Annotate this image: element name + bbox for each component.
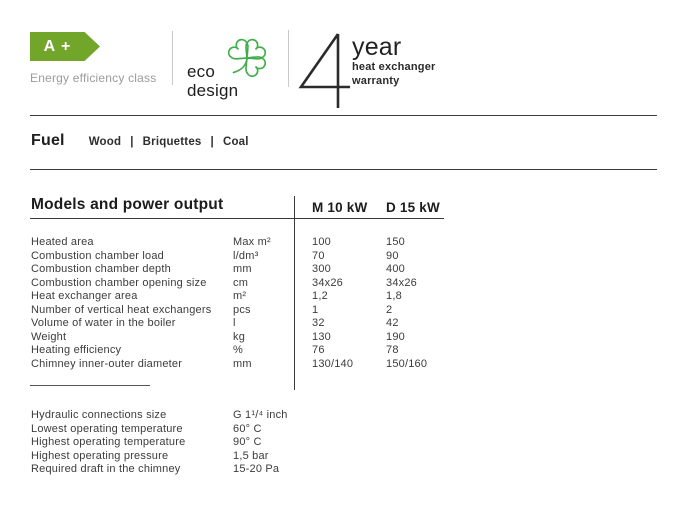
row-value-d15: 1,8 [386,290,402,302]
table-row: Number of vertical heat exchangers pcs 1… [31,304,651,318]
row-value-d15: 190 [386,330,405,343]
ecodesign-line2: design [187,81,239,100]
table-row: Heat exchanger area m² 1,2 1,8 [31,290,651,304]
rule-top [30,115,657,116]
column-header-m10: M 10 kW [312,200,368,215]
energy-class-badge: A + [30,32,100,61]
table-row: Chimney inner-outer diameter mm 130/140 … [31,358,651,372]
fuel-item: Briquettes [142,136,202,148]
energy-class-label: A + [43,37,72,55]
ecodesign-logo-text: eco design [187,62,238,100]
row-value-m10: 300 [312,263,331,275]
row-unit: l [233,317,236,329]
row-label: Heated area [31,236,94,248]
row-unit: Max m² [233,236,271,248]
row-value-m10: 32 [312,317,325,329]
fuel-item: Coal [222,136,249,148]
extra-row-value: 90° C [233,436,262,449]
row-unit: % [233,344,243,356]
extra-row-value: G 1¹/⁴ inch [233,409,288,421]
table-row: Heating efficiency % 76 78 [31,344,651,358]
row-unit: mm [233,263,252,275]
row-label: Heating efficiency [31,344,122,356]
extra-spec-row: Required draft in the chimney 15-20 Pa [31,463,651,477]
row-value-d15: 42 [386,317,399,329]
fuel-row: Fuel Wood | Briquettes | Coal [31,132,249,150]
row-value-d15: 78 [386,344,399,356]
row-value-m10: 130 [312,330,331,343]
fuel-item: Wood [88,136,122,148]
rule-table-header [30,218,444,219]
row-value-d15: 150/160 [386,357,428,370]
table-row: Weight kg 130 190 [31,331,651,345]
extra-row-label: Highest operating pressure [31,449,169,462]
row-value-m10: 1 [312,303,319,316]
warranty-number-glyph [298,33,350,108]
row-value-m10: 34x26 [312,276,343,289]
row-label: Number of vertical heat exchangers [31,303,212,316]
extra-row-label: Highest operating temperature [31,436,186,449]
row-value-m10: 100 [312,236,331,248]
extra-row-value: 1,5 bar [233,449,269,462]
models-table-rows: Heated area Max m² 100 150 Combustion ch… [31,236,651,371]
ecodesign-line1: eco [187,62,216,81]
row-value-d15: 34x26 [386,276,417,289]
row-label: Volume of water in the boiler [31,317,176,329]
warranty-text: year heat exchanger warranty [352,34,436,88]
column-header-d15: D 15 kW [386,200,440,215]
row-value-d15: 90 [386,249,399,262]
fuel-separator: | [130,136,134,148]
extra-row-label: Required draft in the chimney [31,463,181,476]
warranty-line2: warranty [352,75,400,87]
rule-fuel-bottom [30,169,657,170]
row-unit: cm [233,276,249,289]
extra-row-label: Lowest operating temperature [31,422,183,435]
row-label: Heat exchanger area [31,290,138,302]
row-unit: mm [233,357,252,370]
row-label: Combustion chamber opening size [31,276,207,289]
row-value-m10: 130/140 [312,357,354,370]
extra-row-value: 15-20 Pa [233,463,280,476]
table-row: Combustion chamber opening size cm 34x26… [31,277,651,291]
table-row: Combustion chamber depth mm 300 400 [31,263,651,277]
clover-icon [227,38,267,77]
row-value-d15: 2 [386,303,393,316]
warranty-line1: heat exchanger [352,61,436,73]
row-value-m10: 76 [312,344,325,356]
extra-spec-row: Hydraulic connections size G 1¹/⁴ inch [31,409,651,423]
row-value-m10: 1,2 [312,290,328,302]
rule-table-bottom [30,385,150,386]
energy-class-caption: Energy efficiency class [30,71,157,85]
extra-row-value: 60° C [233,422,262,435]
table-vertical-divider [294,196,295,390]
row-label: Chimney inner-outer diameter [31,357,183,370]
fuel-separator: | [210,136,214,148]
extra-spec-row: Lowest operating temperature 60° C [31,423,651,437]
extra-spec-row: Highest operating pressure 1,5 bar [31,450,651,464]
row-value-d15: 400 [386,263,405,275]
row-value-d15: 150 [386,236,405,248]
row-value-m10: 70 [312,249,325,262]
models-table-title: Models and power output [31,196,224,213]
row-label: Combustion chamber depth [31,263,171,275]
extra-spec-row: Highest operating temperature 90° C [31,436,651,450]
fuel-title: Fuel [31,132,65,149]
extra-specs-rows: Hydraulic connections size G 1¹/⁴ inch L… [31,409,651,477]
row-unit: kg [233,330,246,343]
extra-row-label: Hydraulic connections size [31,409,167,421]
header-divider-2 [288,30,289,87]
header-divider-1 [172,31,173,85]
table-row: Combustion chamber load l/dm³ 70 90 [31,250,651,264]
row-unit: pcs [233,303,251,316]
row-unit: m² [233,290,247,302]
fuel-list: Wood | Briquettes | Coal [89,136,249,148]
row-label: Weight [31,330,67,343]
table-row: Heated area Max m² 100 150 [31,236,651,250]
row-label: Combustion chamber load [31,249,165,262]
warranty-unit: year [352,33,402,61]
table-row: Volume of water in the boiler l 32 42 [31,317,651,331]
row-unit: l/dm³ [233,249,259,262]
